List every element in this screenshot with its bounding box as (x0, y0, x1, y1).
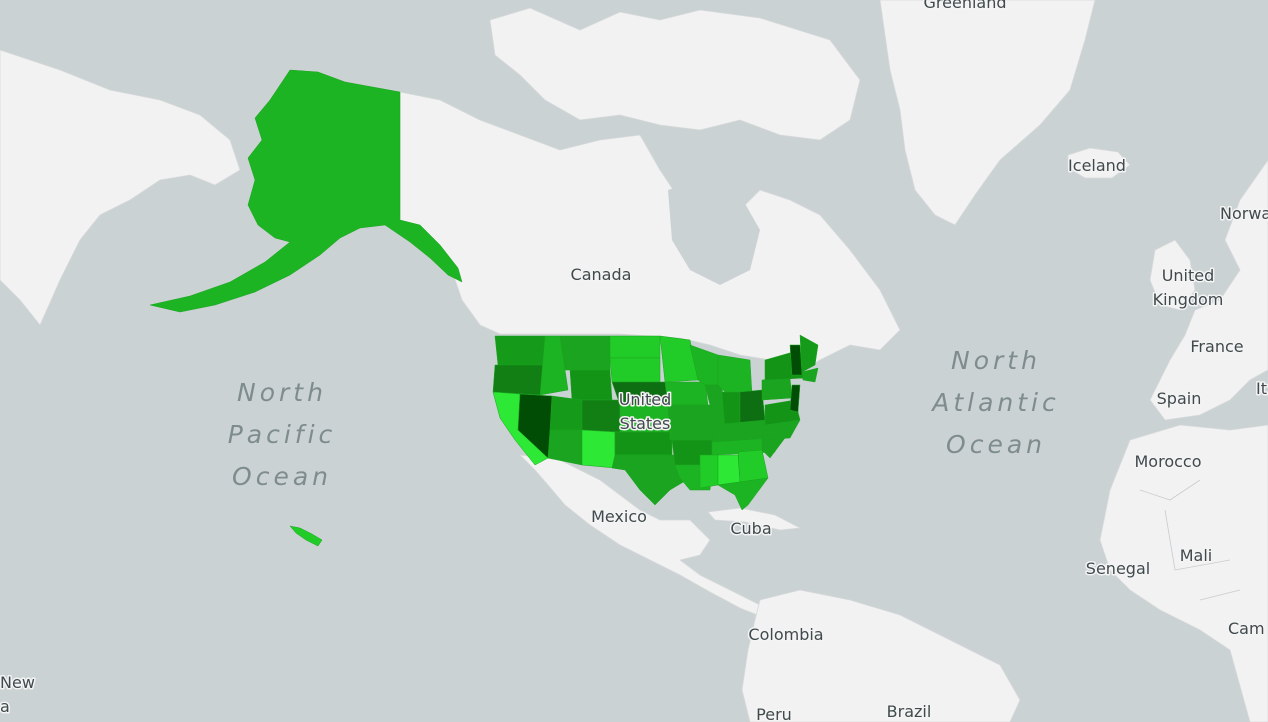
state-alaska[interactable] (149, 69, 463, 313)
europe-landmass (1149, 159, 1268, 421)
state-pennsylvania[interactable] (761, 377, 793, 401)
cuba-landmass (707, 507, 802, 531)
hudson-bay (668, 180, 760, 285)
state-new-mexico[interactable] (581, 429, 616, 469)
state-missouri[interactable] (667, 404, 713, 441)
state-ohio[interactable] (739, 389, 766, 426)
uk-landmass (1149, 239, 1196, 311)
atlantic-line3: Ocean (946, 430, 1046, 459)
state-massachusetts[interactable] (801, 367, 819, 383)
state-north-dakota[interactable] (609, 335, 661, 359)
label-new-zealand-line1: New (0, 673, 35, 692)
state-maine[interactable] (799, 334, 819, 373)
state-utah[interactable] (549, 395, 583, 431)
us-choropleth (149, 69, 819, 547)
state-florida[interactable] (717, 477, 769, 511)
label-uk-line2: Kingdom (1153, 290, 1224, 309)
arctic-islands (489, 7, 861, 141)
state-south-dakota[interactable] (609, 357, 661, 383)
label-iceland: Iceland (1068, 156, 1126, 175)
state-mississippi[interactable] (699, 454, 719, 489)
south-america-landmass (741, 589, 1021, 722)
atlantic-line2: Atlantic (930, 388, 1060, 417)
canada-landmass (399, 91, 901, 376)
state-hawaii[interactable] (289, 525, 323, 547)
label-brazil: Brazil (887, 702, 932, 721)
label-cuba: Cuba (730, 519, 771, 538)
state-colorado[interactable] (581, 399, 621, 433)
state-new-jersey[interactable] (789, 384, 801, 413)
pacific-line3: Ocean (232, 462, 332, 491)
label-greenland: Greenland (924, 0, 1007, 12)
pacific-line1: North (237, 378, 327, 407)
state-oregon[interactable] (492, 364, 546, 396)
ocean-labels: North Pacific Ocean North Atlantic Ocean (228, 346, 1060, 491)
state-vermont-nh[interactable] (789, 344, 803, 376)
state-idaho[interactable] (539, 335, 569, 396)
label-uk-line1: United (1162, 266, 1215, 285)
label-senegal: Senegal (1086, 559, 1150, 578)
state-montana[interactable] (559, 335, 611, 371)
label-canada: Canada (571, 265, 632, 284)
label-france: France (1190, 337, 1243, 356)
greenland-landmass (879, 0, 1096, 226)
iceland-landmass (1067, 147, 1131, 179)
state-alabama[interactable] (717, 454, 741, 486)
pacific-line2: Pacific (228, 420, 337, 449)
label-colombia: Colombia (748, 625, 823, 644)
label-spain: Spain (1157, 389, 1202, 408)
label-italy: It (1256, 379, 1267, 398)
state-iowa[interactable] (664, 381, 709, 406)
atlantic-line1: North (951, 346, 1041, 375)
africa-borders (1139, 479, 1241, 601)
label-us-line2: States (620, 414, 671, 433)
africa-landmass (1099, 424, 1268, 722)
label-new-zealand-line2: a (0, 697, 10, 716)
state-oklahoma[interactable] (614, 431, 673, 456)
state-wyoming[interactable] (569, 369, 613, 401)
label-peru: Peru (756, 705, 792, 722)
label-us-line1: United (619, 390, 672, 409)
label-mexico: Mexico (591, 507, 647, 526)
label-cameroon: Cam (1228, 619, 1265, 638)
state-michigan[interactable] (717, 354, 753, 396)
russia-far-east (0, 49, 241, 326)
label-mali: Mali (1180, 546, 1213, 565)
state-washington[interactable] (494, 335, 546, 366)
label-norway: Norwa (1220, 204, 1268, 223)
label-morocco: Morocco (1135, 452, 1202, 471)
